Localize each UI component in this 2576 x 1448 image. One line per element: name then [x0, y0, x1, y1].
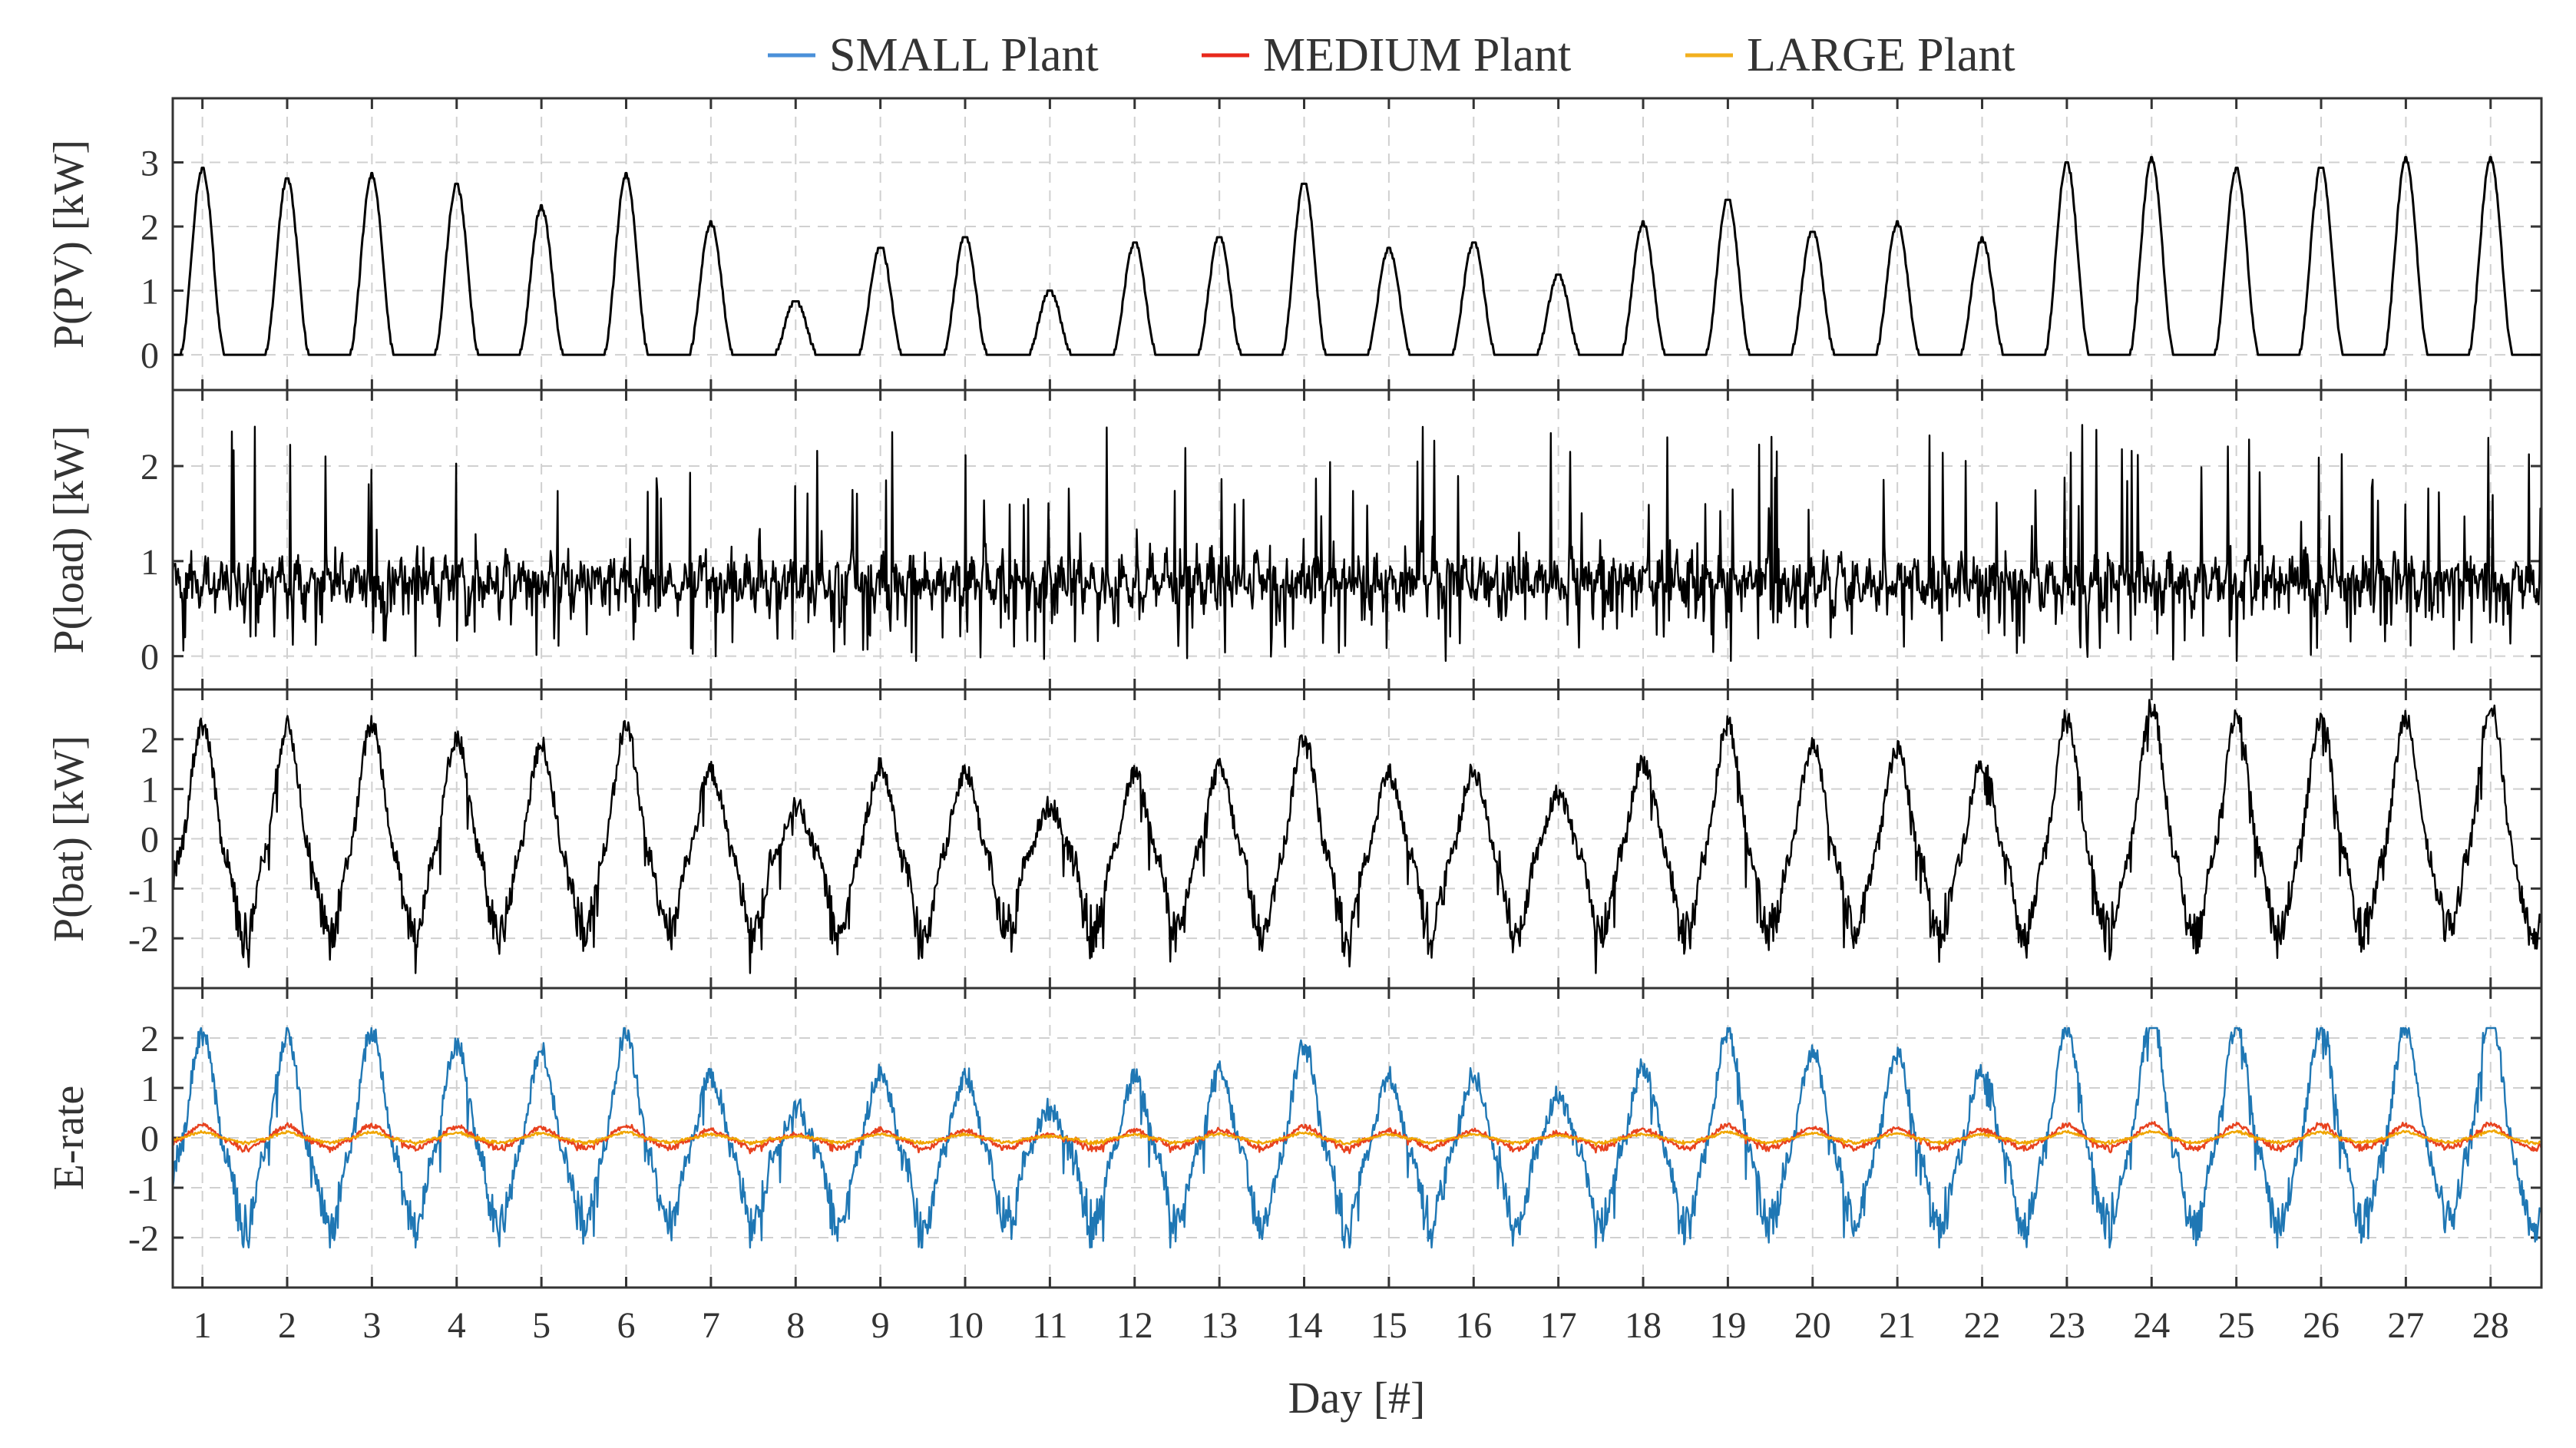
- ytick-label-load-1: 1: [141, 542, 159, 583]
- xtick-label-17: 18: [1625, 1305, 1662, 1346]
- ylabel-erate: E-rate: [45, 1086, 93, 1191]
- xtick-label-19: 20: [1794, 1305, 1831, 1346]
- panels: 0 1 2 3 P(PV) [kW] 0 1 2 P(load) [kW] -2 -1 0 1 2 P(ba…: [45, 97, 2543, 1289]
- ytick-label-pv-2: 2: [141, 207, 159, 248]
- xtick-label-13: 14: [1286, 1305, 1323, 1346]
- xtick-label-4: 5: [532, 1305, 551, 1346]
- ytick-label-erate-2: 0: [141, 1119, 159, 1159]
- ytick-label-pv-0: 0: [141, 336, 159, 376]
- legend-label-large: LARGE Plant: [1747, 29, 2015, 81]
- xtick-label-6: 7: [702, 1305, 720, 1346]
- xtick-label-23: 24: [2133, 1305, 2170, 1346]
- pv-trace: [173, 156, 2541, 356]
- ytick-label-erate-3: 1: [141, 1069, 159, 1109]
- xtick-label-11: 12: [1116, 1305, 1153, 1346]
- bat-trace: [173, 699, 2541, 974]
- x-axis-label: Day [#]: [1288, 1373, 1426, 1423]
- ytick-label-pv-3: 3: [141, 144, 159, 184]
- small-plant-trace: [173, 1026, 2541, 1249]
- xtick-label-2: 3: [362, 1305, 381, 1346]
- ylabel-bat: P(bat) [kW]: [45, 736, 93, 942]
- ytick-label-load-2: 2: [141, 447, 159, 488]
- frame-pv: [171, 97, 2543, 392]
- xtick-label-25: 26: [2303, 1305, 2340, 1346]
- xtick-label-26: 27: [2387, 1305, 2424, 1346]
- frame-erate: [171, 987, 2543, 1289]
- xtick-label-15: 16: [1455, 1305, 1492, 1346]
- panel-erate: -2 -1 0 1 2 E-rate: [45, 987, 2543, 1289]
- x-axis: 1 2 3 4 5 6 7 8 9 10 11 12 13 14 15 16 17 18 19 20 21 22 23 24 2…: [193, 1305, 2509, 1346]
- ytick-label-bat-0: -2: [128, 919, 159, 960]
- ytick-label-bat-4: 2: [141, 720, 159, 761]
- xtick-label-18: 19: [1709, 1305, 1746, 1346]
- frame-load: [171, 388, 2543, 691]
- ytick-label-erate-4: 2: [141, 1019, 159, 1060]
- xtick-label-1: 2: [278, 1305, 296, 1346]
- ytick-label-bat-3: 1: [141, 770, 159, 811]
- xtick-label-16: 17: [1540, 1305, 1577, 1346]
- xtick-label-22: 23: [2049, 1305, 2085, 1346]
- ytick-label-bat-2: 0: [141, 820, 159, 861]
- xtick-label-9: 10: [947, 1305, 984, 1346]
- load-trace: [173, 424, 2541, 663]
- panel-pv: 0 1 2 3 P(PV) [kW]: [45, 97, 2543, 392]
- xtick-label-20: 21: [1879, 1305, 1916, 1346]
- panel-load: 0 1 2 P(load) [kW]: [45, 388, 2543, 691]
- xtick-label-3: 4: [448, 1305, 466, 1346]
- xtick-label-0: 1: [193, 1305, 212, 1346]
- medium-plant-trace: [173, 1121, 2541, 1155]
- ytick-label-erate-1: -1: [128, 1169, 159, 1209]
- ytick-label-bat-1: -1: [128, 869, 159, 910]
- legend: SMALL Plant MEDIUM Plant LARGE Plant: [768, 29, 2015, 81]
- xtick-label-10: 11: [1032, 1305, 1067, 1346]
- xtick-label-8: 9: [871, 1305, 890, 1346]
- ylabel-pv: P(PV) [kW]: [45, 140, 93, 349]
- ylabel-load: P(load) [kW]: [45, 425, 93, 653]
- ytick-label-pv-1: 1: [141, 272, 159, 312]
- xtick-label-5: 6: [617, 1305, 636, 1346]
- xtick-label-7: 8: [786, 1305, 805, 1346]
- legend-label-medium: MEDIUM Plant: [1263, 29, 1571, 81]
- large-plant-trace: [173, 1129, 2541, 1147]
- legend-label-small: SMALL Plant: [829, 29, 1099, 81]
- ytick-label-erate-0: -2: [128, 1218, 159, 1259]
- xtick-label-14: 15: [1371, 1305, 1407, 1346]
- panel-bat: -2 -1 0 1 2 P(bat) [kW]: [45, 688, 2543, 990]
- xtick-label-12: 13: [1201, 1305, 1238, 1346]
- xtick-label-21: 22: [1964, 1305, 2001, 1346]
- xtick-label-27: 28: [2472, 1305, 2509, 1346]
- ytick-label-load-0: 0: [141, 637, 159, 678]
- xtick-label-24: 25: [2218, 1305, 2255, 1346]
